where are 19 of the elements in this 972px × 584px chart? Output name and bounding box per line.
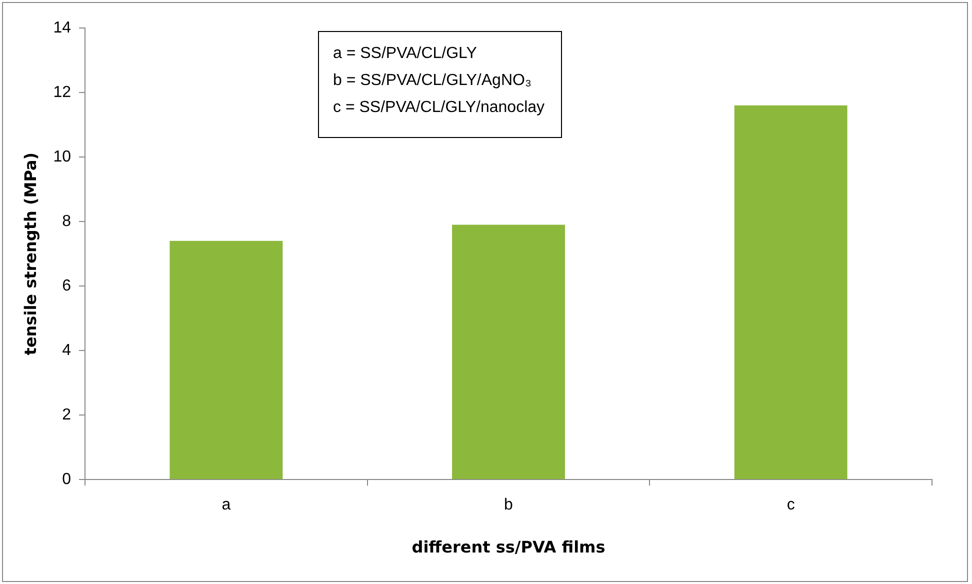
bar <box>170 240 283 480</box>
annotation: b = SS/PVA/CL/GLY/AgNO₃ <box>333 71 532 91</box>
y-tick-label: 0 <box>62 471 72 488</box>
y-axis-title: tensile strength (MPa) <box>20 152 40 356</box>
x-tick-label: a <box>222 496 231 514</box>
x-axis-title: different ss/PVA films <box>412 538 606 557</box>
y-tick-label: 4 <box>62 342 72 359</box>
annotation: a = SS/PVA/CL/GLY <box>333 44 478 64</box>
bar <box>452 224 565 480</box>
x-tick-label: b <box>504 496 514 514</box>
y-tick-label: 14 <box>53 19 72 36</box>
y-tick-label: 8 <box>62 212 72 230</box>
y-tick-label: 12 <box>53 84 72 101</box>
y-tick-label: 6 <box>62 277 72 294</box>
annotation: c = SS/PVA/CL/GLY/nanoclay <box>333 98 545 118</box>
bar <box>734 105 848 480</box>
y-tick-label: 10 <box>53 148 72 166</box>
x-tick-label: c <box>786 496 795 514</box>
y-tick-label: 2 <box>62 406 72 424</box>
